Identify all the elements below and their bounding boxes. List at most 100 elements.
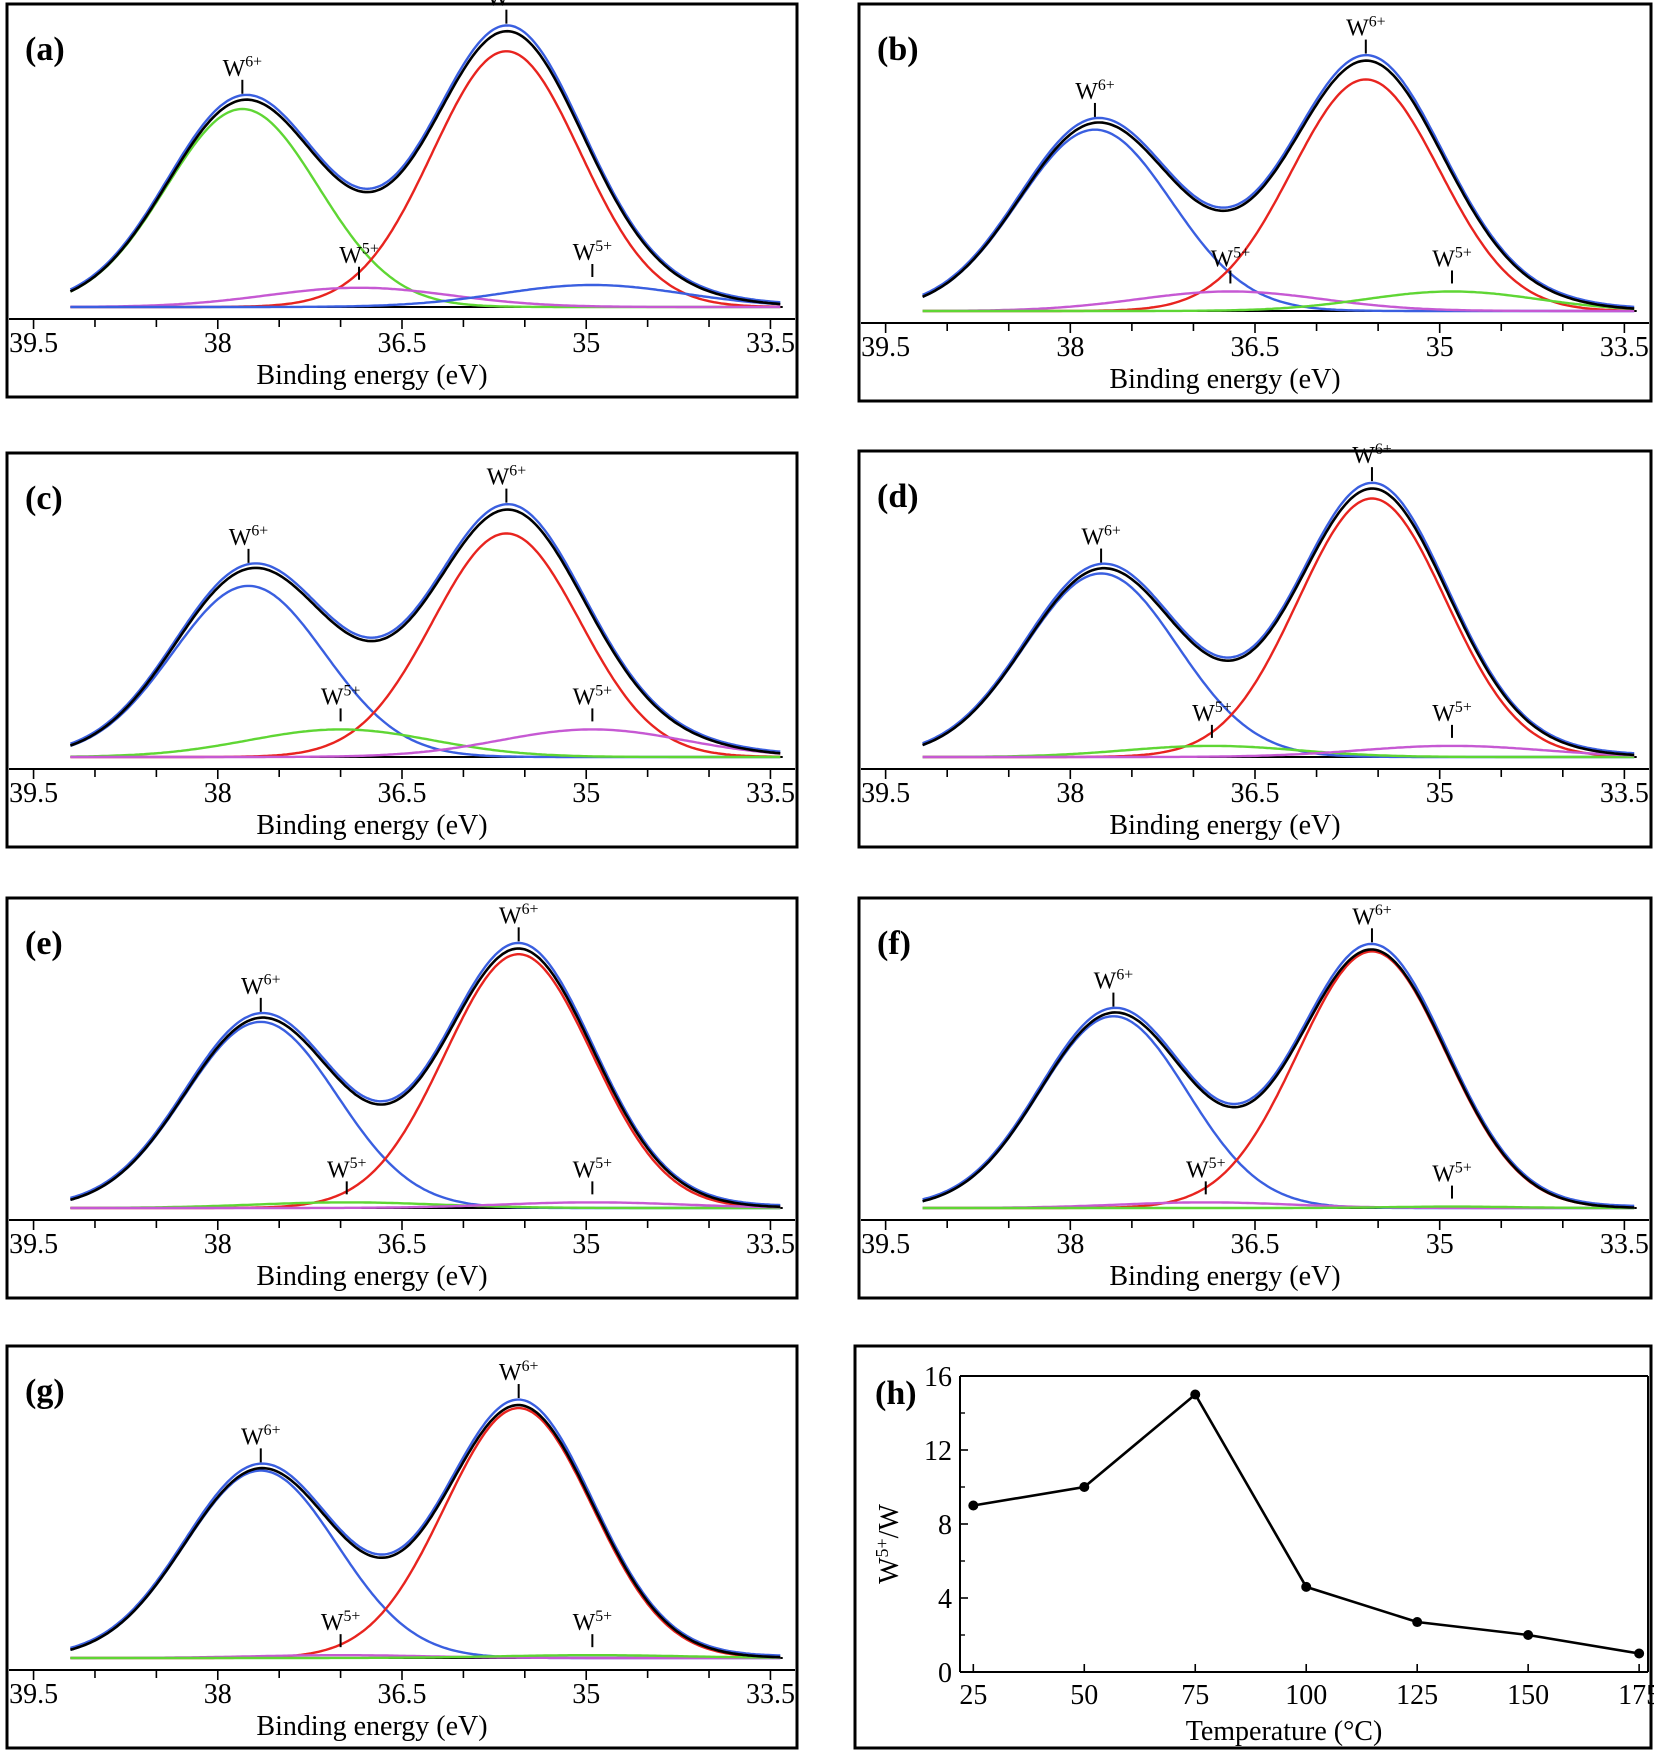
measured-spectrum (922, 487, 1635, 757)
x-tick-label: 33.5 (746, 328, 795, 359)
x-tick-label: 38 (1056, 1229, 1084, 1260)
x-tick-label: 39.5 (9, 1679, 58, 1710)
xps-panel-a: 39.5 38 36.5 35 33.5 Binding energy (eV) (a) W6… (5, 0, 799, 399)
x-tick-label: 38 (204, 328, 232, 359)
component-peak-2 (70, 50, 781, 309)
x-axis-label: Binding energy (eV) (1109, 1261, 1340, 1292)
data-point (1634, 1648, 1645, 1659)
peak-label: W6+ (1352, 441, 1392, 469)
peak-label: W6+ (223, 54, 263, 82)
data-point (1190, 1389, 1201, 1400)
component-peak-3 (70, 728, 781, 759)
component-peak-2 (922, 950, 1635, 1210)
x-tick-label: 39.5 (9, 1229, 58, 1260)
x-tick-label: 39.5 (861, 778, 910, 809)
peak-label: W6+ (487, 463, 527, 491)
fitted-envelope (922, 942, 1635, 1207)
x-tick-label: 36.5 (378, 328, 427, 359)
peak-label: W5+ (321, 682, 361, 710)
peak-label: W6+ (499, 1358, 539, 1386)
data-point (1412, 1617, 1423, 1628)
data-point (968, 1500, 979, 1511)
y-tick-label: 12 (924, 1436, 952, 1467)
measured-spectrum (69, 29, 781, 306)
peak-label: W5+ (1186, 1155, 1226, 1183)
x-tick-label: 33.5 (1600, 1229, 1649, 1260)
measured-spectrum (922, 948, 1635, 1209)
component-peak-2 (70, 953, 781, 1210)
y-tick-label: 8 (938, 1510, 952, 1541)
series-line (973, 1392, 1640, 1655)
component-peak-3 (922, 290, 1635, 313)
component-peak-4 (922, 744, 1635, 759)
component-peak-1 (69, 584, 781, 759)
peak-label: W6+ (1081, 522, 1121, 550)
peak-label: W6+ (241, 1422, 281, 1450)
peak-label: W5+ (1432, 699, 1472, 727)
panel-h: 25 50 75 100 125 150 175 0 4 8 12 16(h) Temperature … (853, 1344, 1654, 1750)
y-tick-label: 0 (938, 1658, 952, 1689)
x-tick-label: 39.5 (9, 328, 58, 359)
panel-frame (857, 2, 1653, 403)
x-tick-label: 33.5 (746, 1679, 795, 1710)
peak-label: W6+ (1346, 13, 1386, 41)
peak-label: W5+ (573, 682, 613, 710)
panel-frame (5, 1344, 799, 1750)
component-peak-4 (922, 290, 1635, 313)
panel-frame (857, 449, 1653, 849)
x-tick-label: 39.5 (9, 778, 58, 809)
x-tick-label: 36.5 (1231, 778, 1280, 809)
component-peak-4 (70, 283, 781, 309)
x-tick-label: 39.5 (861, 332, 910, 363)
x-axis-label: Binding energy (eV) (256, 360, 487, 391)
x-tick-label: 35 (572, 1229, 600, 1260)
panel-label: (h) (875, 1375, 917, 1412)
panel-frame (5, 896, 799, 1300)
component-peak-3 (70, 286, 781, 309)
x-tick-label: 175 (1618, 1680, 1654, 1711)
x-tick-label: 33.5 (746, 1229, 795, 1260)
x-tick-label: 35 (1426, 332, 1454, 363)
panel-label: (f) (877, 925, 911, 962)
x-axis-label: Binding energy (eV) (256, 810, 487, 841)
x-tick-label: 100 (1285, 1680, 1327, 1711)
peak-label: W6+ (1094, 966, 1134, 994)
panel-label: (c) (25, 480, 63, 517)
component-peak-4 (70, 1201, 781, 1210)
x-tick-label: 75 (1181, 1680, 1209, 1711)
peak-label: W6+ (1075, 77, 1115, 105)
fitted-envelope (70, 1398, 781, 1657)
peak-label: W5+ (1211, 244, 1251, 272)
x-tick-label: 38 (204, 1229, 232, 1260)
y-axis-label: W5+/W (872, 1504, 905, 1584)
xps-panel-e: 39.5 38 36.5 35 33.5 Binding energy (eV) (e) W6… (5, 896, 799, 1300)
x-tick-label: 33.5 (1600, 778, 1649, 809)
x-tick-label: 36.5 (1231, 1229, 1280, 1260)
fitted-envelope (922, 54, 1635, 309)
x-tick-label: 150 (1507, 1680, 1549, 1711)
component-peak-2 (70, 1406, 781, 1660)
x-tick-label: 36.5 (378, 1679, 427, 1710)
xps-panel-b: 39.5 38 36.5 35 33.5 Binding energy (eV) (b) W6… (857, 2, 1653, 403)
peak-label: W5+ (573, 1608, 613, 1636)
peak-label: W5+ (321, 1608, 361, 1636)
x-tick-label: 38 (204, 778, 232, 809)
panel-label: (g) (25, 1373, 65, 1410)
x-tick-label: 36.5 (378, 1229, 427, 1260)
peak-label: W5+ (573, 238, 613, 266)
x-tick-label: 35 (572, 1679, 600, 1710)
x-tick-label: 35 (1426, 778, 1454, 809)
panel-frame (5, 2, 799, 399)
x-tick-label: 33.5 (746, 778, 795, 809)
peak-label: W6+ (241, 972, 281, 1000)
component-peak-1 (922, 128, 1635, 313)
x-tick-label: 38 (1056, 778, 1084, 809)
measured-spectrum (70, 947, 781, 1209)
component-peak-4 (70, 728, 781, 759)
x-axis-label: Temperature (°C) (1186, 1716, 1383, 1747)
panel-label: (a) (25, 31, 65, 68)
y-tick-label: 16 (924, 1362, 952, 1393)
peak-label: W6+ (487, 0, 527, 12)
panel-label: (e) (25, 925, 63, 962)
